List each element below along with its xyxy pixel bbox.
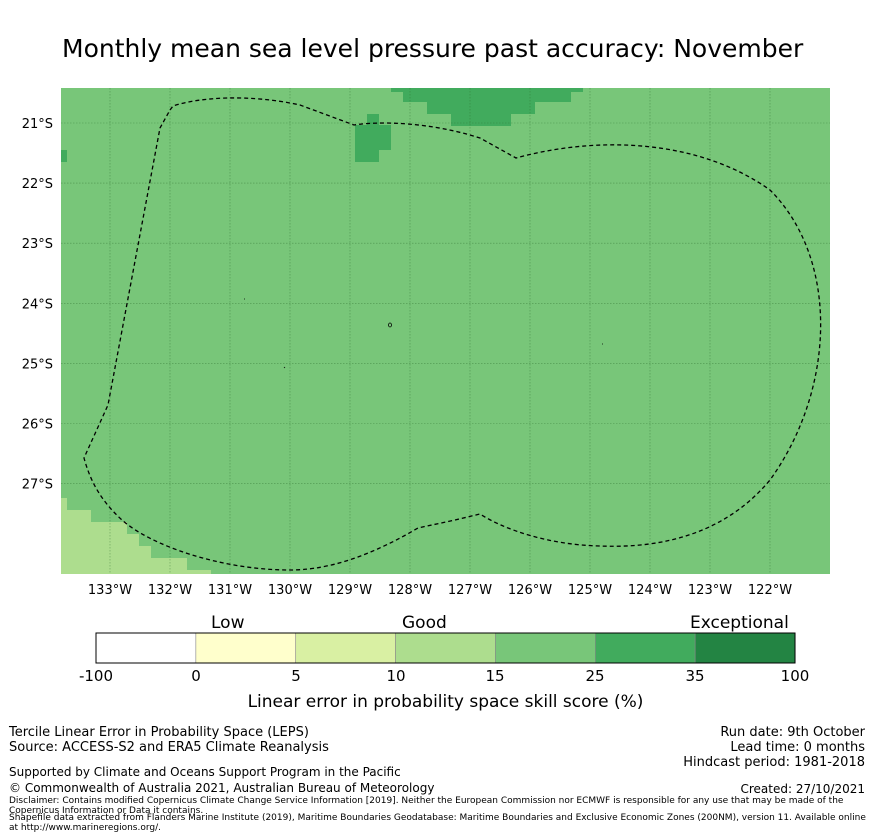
latitude-label: 21°S <box>22 117 53 132</box>
latitude-labels: 21°S 22°S 23°S 24°S 25°S 26°S 27°S <box>22 117 53 493</box>
grid-lines <box>61 88 830 574</box>
longitude-label: 131°W <box>208 583 252 598</box>
colorbar-segment <box>495 632 596 664</box>
colorbar-segment <box>195 632 297 664</box>
longitude-label: 129°W <box>328 583 372 598</box>
method-text: Tercile Linear Error in Probability Spac… <box>9 725 309 740</box>
lower-skill-patch <box>61 498 211 574</box>
longitude-label: 124°W <box>628 583 672 598</box>
tick-label: -100 <box>78 667 114 685</box>
colorbar-segment <box>295 632 396 664</box>
colorbar-segment <box>694 632 796 664</box>
tick-label: 0 <box>191 667 201 685</box>
longitude-label: 123°W <box>688 583 732 598</box>
tick-label: 25 <box>585 667 605 685</box>
hindcast-period: Hindcast period: 1981-2018 <box>683 755 865 770</box>
skill-map: 21°S22°S23°S24°S25°S26°S27°S 133°W 132°W 1… <box>22 88 830 598</box>
latitude-label: 22°S <box>22 177 53 192</box>
latitude-label: 26°S <box>22 418 53 433</box>
source-text: Source: ACCESS-S2 and ERA5 Climate Reana… <box>9 740 329 755</box>
disclaimer-text: Disclaimer: Contains modified Copernicus… <box>9 796 844 816</box>
tick-label: 15 <box>485 667 505 685</box>
shapefile-text: Shapefile data extracted from Flanders M… <box>9 813 866 833</box>
colorbar-outline <box>95 632 796 664</box>
latitude-label: 25°S <box>22 357 53 372</box>
longitude-label: 130°W <box>268 583 312 598</box>
longitude-labels: 133°W 132°W 131°W 130°W 129°W 128°W 127°W 126°W… <box>88 583 792 598</box>
copyright-text: © Commonwealth of Australia 2021, Austra… <box>9 781 435 795</box>
higher-skill-patches <box>61 88 583 162</box>
colorbar-segment <box>95 632 197 664</box>
skill-field-background <box>61 88 830 574</box>
longitude-label: 126°W <box>508 583 552 598</box>
longitude-label: 127°W <box>448 583 492 598</box>
longitude-label: 125°W <box>568 583 612 598</box>
run-date: Run date: 9th October <box>720 725 865 740</box>
longitude-label: 128°W <box>388 583 432 598</box>
support-text: Supported by Climate and Oceans Support … <box>9 765 401 779</box>
latitude-label: 23°S <box>22 237 53 252</box>
lead-time: Lead time: 0 months <box>730 740 865 755</box>
category-exceptional: Exceptional <box>690 613 789 633</box>
tick-label: 100 <box>780 667 810 685</box>
category-low: Low <box>211 613 245 633</box>
latitude-label: 24°S <box>22 297 53 312</box>
tick-label: 10 <box>386 667 406 685</box>
eez-boundary <box>83 97 822 571</box>
colorbar-label: Linear error in probability space skill … <box>247 692 644 712</box>
created-date: Created: 27/10/2021 <box>740 782 865 796</box>
category-good: Good <box>402 613 447 633</box>
longitude-label: 133°W <box>88 583 132 598</box>
islands <box>244 298 603 369</box>
longitude-label: 132°W <box>148 583 192 598</box>
longitude-label: 122°W <box>748 583 792 598</box>
tick-label: 35 <box>685 667 705 685</box>
latitude-label: 27°S <box>22 478 53 493</box>
tick-label: 5 <box>291 667 301 685</box>
colorbar-segment <box>395 632 496 664</box>
colorbar-segment <box>594 632 696 664</box>
map-title: Monthly mean sea level pressure past acc… <box>62 34 804 63</box>
colorbar <box>95 632 796 664</box>
